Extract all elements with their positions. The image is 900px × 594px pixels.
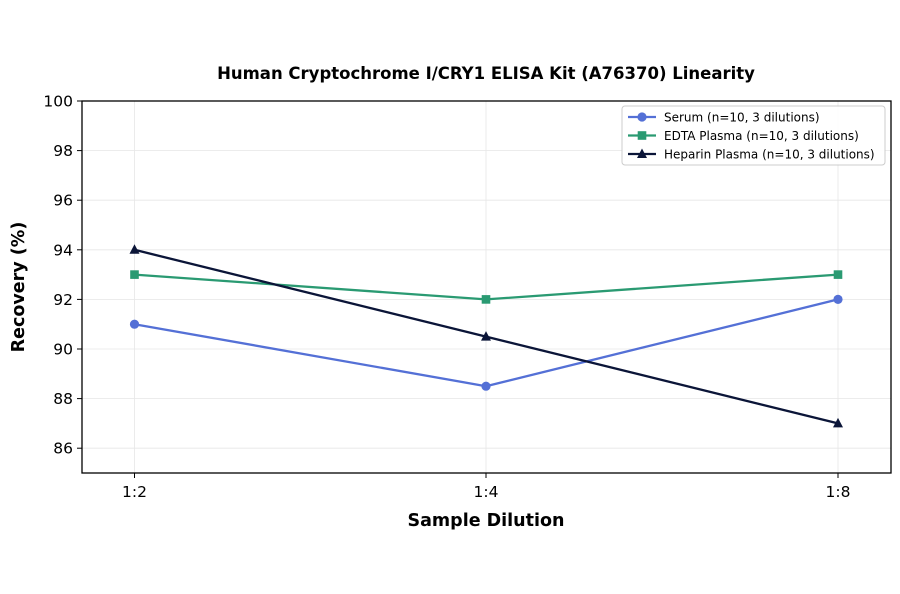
y-axis-label: Recovery (%) — [9, 222, 29, 353]
x-tick-label: 1:8 — [826, 483, 851, 501]
legend-marker — [637, 131, 647, 140]
data-point — [833, 270, 843, 279]
x-axis-label: Sample Dilution — [408, 511, 565, 531]
data-point — [833, 417, 843, 428]
legend-label: Heparin Plasma (n=10, 3 dilutions) — [664, 147, 875, 161]
y-tick-label: 96 — [53, 192, 73, 210]
x-tick-label: 1:2 — [122, 483, 147, 501]
y-tick-label: 100 — [43, 93, 73, 111]
y-tick-label: 94 — [53, 241, 73, 259]
y-axis-ticks: 86 88 90 92 94 96 98 100 — [43, 93, 82, 458]
legend-marker — [637, 148, 647, 158]
chart-title: Human Cryptochrome I/CRY1 ELISA Kit (A76… — [217, 64, 755, 83]
y-tick-label: 90 — [53, 341, 73, 359]
legend-entry: EDTA Plasma (n=10, 3 dilutions) — [628, 129, 859, 143]
legend: Serum (n=10, 3 dilutions) EDTA Plasma (n=… — [621, 105, 886, 166]
data-point — [129, 319, 140, 329]
data-point — [481, 331, 491, 341]
series-2 — [129, 244, 843, 428]
legend-marker — [637, 112, 647, 122]
data-point — [481, 381, 491, 391]
series-1 — [130, 270, 843, 304]
y-tick-label: 92 — [53, 291, 73, 309]
series-0 — [129, 294, 843, 391]
y-tick-label: 98 — [53, 142, 73, 160]
legend-label: EDTA Plasma (n=10, 3 dilutions) — [664, 129, 859, 143]
x-tick-label: 1:4 — [474, 483, 499, 501]
y-tick-label: 86 — [53, 440, 73, 458]
legend-label: Serum (n=10, 3 dilutions) — [664, 110, 820, 124]
legend-entry: Serum (n=10, 3 dilutions) — [628, 110, 820, 124]
data-point — [481, 295, 491, 304]
data-point — [129, 244, 140, 254]
legend-box — [621, 105, 886, 166]
series-layer — [129, 244, 843, 428]
data-point — [833, 294, 843, 304]
legend-entry: Heparin Plasma (n=10, 3 dilutions) — [628, 147, 875, 161]
data-point — [130, 270, 139, 279]
y-tick-label: 88 — [53, 390, 73, 408]
x-axis-ticks: 1:2 1:4 1:8 — [122, 473, 850, 501]
